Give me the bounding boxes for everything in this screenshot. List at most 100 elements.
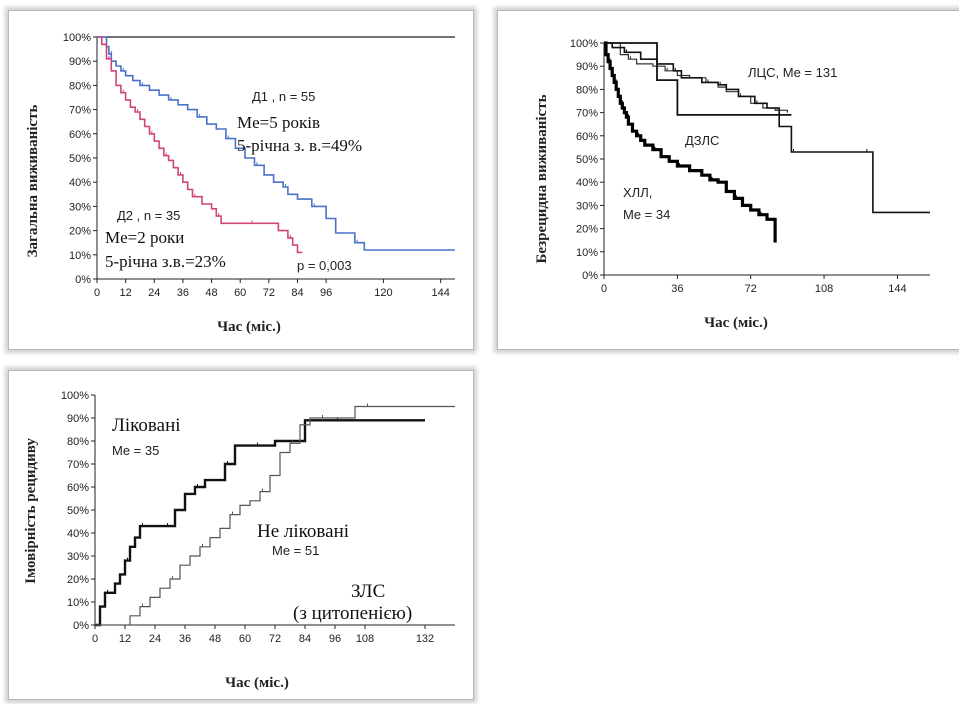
x-tick-label: 12 bbox=[119, 633, 131, 645]
x-axis-label: Час (міс.) bbox=[217, 319, 281, 335]
y-tick-label: 50% bbox=[576, 154, 598, 166]
y-tick-label: 10% bbox=[69, 250, 91, 262]
relapse-free-survival-chart: 0% 10% 20% 30% 40% 50% 60% 70% 80% 90% 100% 0 36 72 1… bbox=[534, 38, 930, 331]
y-axis-label: Імовірність рецидиву bbox=[23, 438, 39, 584]
x-tick-label: 36 bbox=[177, 287, 189, 299]
relapse-probability-panel: 0% 10% 20% 30% 40% 50% 60% 70% 80% 90% 100% 0 12 24 3… bbox=[8, 370, 474, 700]
y-tick-label: 0% bbox=[75, 274, 91, 286]
relapse-probability-chart: 0% 10% 20% 30% 40% 50% 60% 70% 80% 90% 100% 0 12 24 3… bbox=[23, 390, 455, 691]
y-tick-label: 10% bbox=[576, 247, 598, 259]
y-tick-label: 60% bbox=[67, 482, 89, 494]
y-tick-labels: 0% 10% 20% 30% 40% 50% 60% 70% 80% 90% 100% bbox=[570, 38, 604, 282]
y-tick-label: 40% bbox=[576, 177, 598, 189]
y-tick-label: 80% bbox=[69, 80, 91, 92]
relapse-free-survival-panel: 0% 10% 20% 30% 40% 50% 60% 70% 80% 90% 100% 0 36 72 1… bbox=[497, 10, 959, 350]
x-tick-label: 60 bbox=[239, 633, 251, 645]
x-tick-label: 24 bbox=[148, 287, 160, 299]
x-axis-label: Час (міс.) bbox=[225, 675, 289, 691]
y-tick-label: 80% bbox=[576, 84, 598, 96]
x-tick-labels: 0 12 24 36 48 60 72 84 96 120 144 bbox=[94, 279, 450, 299]
hll-label: ХЛЛ, bbox=[623, 185, 652, 200]
x-tick-label: 132 bbox=[416, 633, 434, 645]
y-tick-label: 70% bbox=[67, 459, 89, 471]
y-tick-label: 90% bbox=[69, 56, 91, 68]
extra-step-line bbox=[604, 42, 792, 116]
d2-label: Д2 , n = 35 bbox=[117, 208, 180, 223]
p-value: p = 0,003 bbox=[297, 258, 352, 273]
y-tick-label: 20% bbox=[67, 574, 89, 586]
dzls-label: ДЗЛС bbox=[685, 133, 719, 148]
y-tick-label: 40% bbox=[67, 528, 89, 540]
x-tick-label: 96 bbox=[329, 633, 341, 645]
x-tick-label: 108 bbox=[356, 633, 374, 645]
d1-rate: 5-річна з. в.=49% bbox=[237, 136, 362, 155]
y-tick-label: 10% bbox=[67, 597, 89, 609]
y-tick-label: 50% bbox=[69, 153, 91, 165]
y-axis-label: Безрецидна виживаність bbox=[534, 94, 550, 263]
x-tick-label: 144 bbox=[888, 283, 906, 295]
lcs-label: ЛЦС, Me = 131 bbox=[748, 65, 837, 80]
x-tick-label: 48 bbox=[209, 633, 221, 645]
x-tick-label: 0 bbox=[94, 287, 100, 299]
series-line-1 bbox=[97, 36, 455, 251]
x-tick-label: 36 bbox=[671, 283, 683, 295]
zls-sublabel: (з цитопенією) bbox=[293, 603, 412, 624]
overall-survival-panel: 0% 10% 20% 30% 40% 50% 60% 70% 80% 90% 100% 0 12 24 3… bbox=[8, 10, 474, 350]
hll-median: Me = 34 bbox=[623, 207, 670, 222]
y-tick-label: 30% bbox=[69, 201, 91, 213]
x-tick-label: 24 bbox=[149, 633, 161, 645]
x-tick-labels: 0 36 72 108 144 bbox=[601, 275, 907, 295]
x-tick-label: 96 bbox=[320, 287, 332, 299]
y-tick-label: 90% bbox=[576, 61, 598, 73]
x-tick-label: 60 bbox=[234, 287, 246, 299]
x-tick-label: 120 bbox=[374, 287, 392, 299]
y-tick-label: 50% bbox=[67, 505, 89, 517]
x-tick-label: 144 bbox=[432, 287, 450, 299]
untreated-label: Не ліковані bbox=[257, 521, 349, 542]
y-tick-label: 60% bbox=[576, 131, 598, 143]
x-tick-label: 36 bbox=[179, 633, 191, 645]
y-tick-label: 0% bbox=[582, 270, 598, 282]
y-axis-label: Загальна виживаність bbox=[25, 105, 41, 258]
overall-survival-chart: 0% 10% 20% 30% 40% 50% 60% 70% 80% 90% 100% 0 12 24 3… bbox=[25, 32, 455, 335]
series-line-3 bbox=[604, 41, 777, 243]
x-tick-label: 0 bbox=[601, 283, 607, 295]
x-tick-label: 72 bbox=[745, 283, 757, 295]
y-tick-label: 70% bbox=[576, 108, 598, 120]
untreated-median: Me = 51 bbox=[272, 543, 319, 558]
y-tick-label: 30% bbox=[67, 551, 89, 563]
y-tick-label: 30% bbox=[576, 200, 598, 212]
series-line-1 bbox=[95, 419, 425, 627]
series-lines bbox=[97, 36, 455, 254]
y-tick-label: 60% bbox=[69, 129, 91, 141]
d1-label: Д1 , n = 55 bbox=[252, 89, 315, 104]
series-lines bbox=[95, 403, 455, 627]
y-tick-labels: 0% 10% 20% 30% 40% 50% 60% 70% 80% 90% 100% bbox=[63, 32, 97, 286]
y-tick-labels: 0% 10% 20% 30% 40% 50% 60% 70% 80% 90% 100% bbox=[61, 390, 95, 632]
y-tick-label: 0% bbox=[73, 620, 89, 632]
series-line-2 bbox=[97, 36, 303, 254]
x-tick-label: 72 bbox=[263, 287, 275, 299]
y-tick-label: 90% bbox=[67, 413, 89, 425]
d2-median: Me=2 роки bbox=[105, 228, 184, 247]
d1-median: Me=5 років bbox=[237, 113, 320, 132]
y-tick-label: 100% bbox=[570, 38, 598, 50]
x-tick-label: 108 bbox=[815, 283, 833, 295]
series-lines bbox=[604, 41, 930, 243]
d2-rate: 5-річна з.в.=23% bbox=[105, 252, 226, 271]
y-tick-label: 20% bbox=[576, 224, 598, 236]
x-tick-label: 84 bbox=[299, 633, 311, 645]
y-tick-label: 80% bbox=[67, 436, 89, 448]
x-tick-label: 84 bbox=[291, 287, 303, 299]
x-tick-label: 48 bbox=[205, 287, 217, 299]
treated-median: Me = 35 bbox=[112, 443, 159, 458]
y-tick-label: 100% bbox=[63, 32, 91, 44]
x-tick-labels: 0 12 24 36 48 60 72 84 96 108 132 bbox=[92, 625, 434, 645]
y-tick-label: 20% bbox=[69, 226, 91, 238]
x-tick-label: 0 bbox=[92, 633, 98, 645]
x-axis-label: Час (міс.) bbox=[704, 315, 768, 331]
x-tick-label: 72 bbox=[269, 633, 281, 645]
zls-label: ЗЛС bbox=[351, 581, 385, 602]
treated-label: Ліковані bbox=[112, 415, 181, 436]
series-line-2 bbox=[95, 405, 455, 626]
